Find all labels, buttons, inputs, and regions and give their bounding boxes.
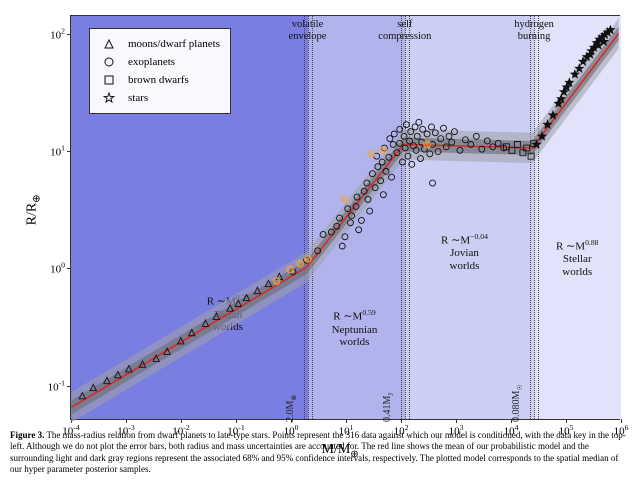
legend-label: stars <box>128 92 148 104</box>
caption-body: The mass-radius relation from dwarf plan… <box>10 430 626 474</box>
y-tick-label: 101 <box>50 144 65 159</box>
y-tick-label: 100 <box>50 261 65 276</box>
y-tick-label: 10-1 <box>48 378 65 393</box>
caption-lead: Figure 3. <box>10 430 44 440</box>
y-tick-label: 102 <box>50 26 65 41</box>
legend-label: moons/dwarf planets <box>128 38 220 50</box>
legend-item: moons/dwarf planets <box>100 35 220 53</box>
legend-label: exoplanets <box>128 56 175 68</box>
legend-item: brown dwarfs <box>100 71 220 89</box>
plot-area: 10-410-310-210-110010110210310410510610-… <box>70 15 620 420</box>
figure-caption: Figure 3. The mass-radius relation from … <box>10 430 630 475</box>
legend-item: exoplanets <box>100 53 220 71</box>
legend-label: brown dwarfs <box>128 74 189 86</box>
legend-item: stars <box>100 89 220 107</box>
legend: moons/dwarf planets exoplanets brown dwarf… <box>89 28 231 114</box>
figure-container: 10-410-310-210-110010110210310410510610-… <box>0 0 640 502</box>
y-axis-label: R/R⊕ <box>25 195 43 226</box>
